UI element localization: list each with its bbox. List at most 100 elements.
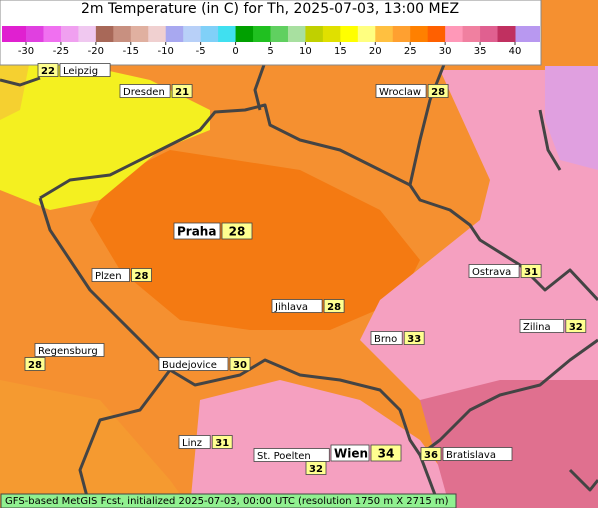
city-temperature: 32 xyxy=(569,322,583,333)
city-box xyxy=(119,84,171,98)
legend-tick-label: -30 xyxy=(18,46,34,57)
value-box xyxy=(403,331,425,345)
legend-tick-label: 30 xyxy=(439,46,452,57)
value-box xyxy=(565,319,587,333)
border-line xyxy=(39,103,598,302)
city-temperature: 28 xyxy=(135,271,149,282)
map-title: 2m Temperature (in C) for Th, 2025-07-03… xyxy=(81,1,459,17)
border-line xyxy=(78,369,172,508)
city-name: St. Poelten xyxy=(257,451,311,462)
border-line xyxy=(253,61,267,111)
border-line xyxy=(38,197,422,456)
city-temperature: 32 xyxy=(309,464,323,475)
city-name: Jihlava xyxy=(274,302,308,313)
legend-swatch xyxy=(410,26,429,42)
city-temperature: 28 xyxy=(28,360,42,371)
legend-tick-label: -20 xyxy=(88,46,104,57)
legend-tick-label: 40 xyxy=(509,46,522,57)
city-name: Ostrava xyxy=(472,267,511,278)
legend-swatch xyxy=(427,26,446,42)
cool-zone xyxy=(0,60,30,120)
city-temperature: 22 xyxy=(41,66,55,77)
value-box xyxy=(305,461,327,475)
city-box xyxy=(173,222,221,240)
value-box xyxy=(420,447,442,461)
value-box xyxy=(323,299,345,313)
legend-swatch xyxy=(253,26,271,42)
legend-swatch xyxy=(305,26,324,42)
lavender-zone xyxy=(545,66,598,170)
city-box xyxy=(442,447,513,461)
value-box xyxy=(229,357,251,371)
border-line xyxy=(419,338,598,457)
legend-swatch xyxy=(375,26,394,42)
legend-swatch xyxy=(340,26,359,42)
value-box xyxy=(171,84,193,98)
legend-swatch xyxy=(270,26,289,42)
legend-swatch xyxy=(165,26,184,42)
legend-tick-label: 25 xyxy=(404,46,417,57)
city-name: Brno xyxy=(374,334,397,345)
city-name: Dresden xyxy=(123,87,165,98)
value-box xyxy=(427,84,449,98)
city-name: Bratislava xyxy=(446,450,496,461)
legend-swatch xyxy=(148,26,167,42)
city-name: Budejovice xyxy=(162,360,217,371)
legend-swatch xyxy=(392,26,411,42)
value-box xyxy=(131,268,152,282)
legend-swatch xyxy=(26,26,44,42)
legend-tick-label: 10 xyxy=(299,46,312,57)
city-temperature: 28 xyxy=(229,225,246,239)
legend-swatch xyxy=(235,26,254,42)
borders xyxy=(0,61,598,508)
city-box xyxy=(375,84,427,98)
city-name: Leipzig xyxy=(63,66,98,77)
city-box xyxy=(59,63,111,77)
city-name: Plzen xyxy=(95,271,122,282)
city-box xyxy=(253,448,330,462)
legend-swatch xyxy=(357,26,376,42)
legend-tick-label: -10 xyxy=(158,46,174,57)
value-box xyxy=(370,444,402,462)
legend-swatch xyxy=(60,26,79,42)
legend-tick-label: 15 xyxy=(334,46,347,57)
city-temperature: 33 xyxy=(407,334,421,345)
legend-swatch xyxy=(200,26,219,42)
border-line xyxy=(568,468,598,492)
city-temperature: 28 xyxy=(327,302,341,313)
city-temperature: 28 xyxy=(431,87,445,98)
legend-tick-label: 35 xyxy=(474,46,487,57)
city-temperature: 30 xyxy=(233,360,247,371)
city-temperature: 31 xyxy=(524,267,538,278)
legend: -30 -25 -20 -15 -10 -5 0 5 10 15 20 25 30 35 40 xyxy=(2,26,540,57)
legend-swatch xyxy=(130,26,149,42)
legend-swatch xyxy=(445,26,464,42)
city-box xyxy=(91,268,130,282)
city-labels: Leipzig 22 Dresden 21 Wroclaw 28 Praha 28 Plzen 2… xyxy=(24,63,587,475)
value-box xyxy=(211,435,233,449)
legend-low-cap xyxy=(2,26,26,42)
legend-tick-label: -15 xyxy=(123,46,139,57)
legend-swatch xyxy=(218,26,237,42)
city-name: Zilina xyxy=(523,322,551,333)
legend-tick-label: -25 xyxy=(53,46,69,57)
legend-swatch xyxy=(497,26,516,42)
city-name: Linz xyxy=(182,438,202,449)
legend-swatch xyxy=(183,26,202,42)
legend-swatch xyxy=(322,26,341,42)
legend-tick-label: 0 xyxy=(232,46,238,57)
border-line xyxy=(0,76,41,87)
city-name: Praha xyxy=(177,225,216,239)
very-hot-zone xyxy=(420,380,598,508)
border-line xyxy=(538,109,562,171)
city-name: Regensburg xyxy=(38,346,98,357)
legend-swatch xyxy=(462,26,481,42)
city-box xyxy=(468,264,520,278)
city-temperature: 21 xyxy=(175,87,189,98)
value-box xyxy=(520,264,542,278)
city-temperature: 36 xyxy=(424,450,438,461)
legend-swatch xyxy=(113,26,132,42)
city-box xyxy=(178,435,211,449)
